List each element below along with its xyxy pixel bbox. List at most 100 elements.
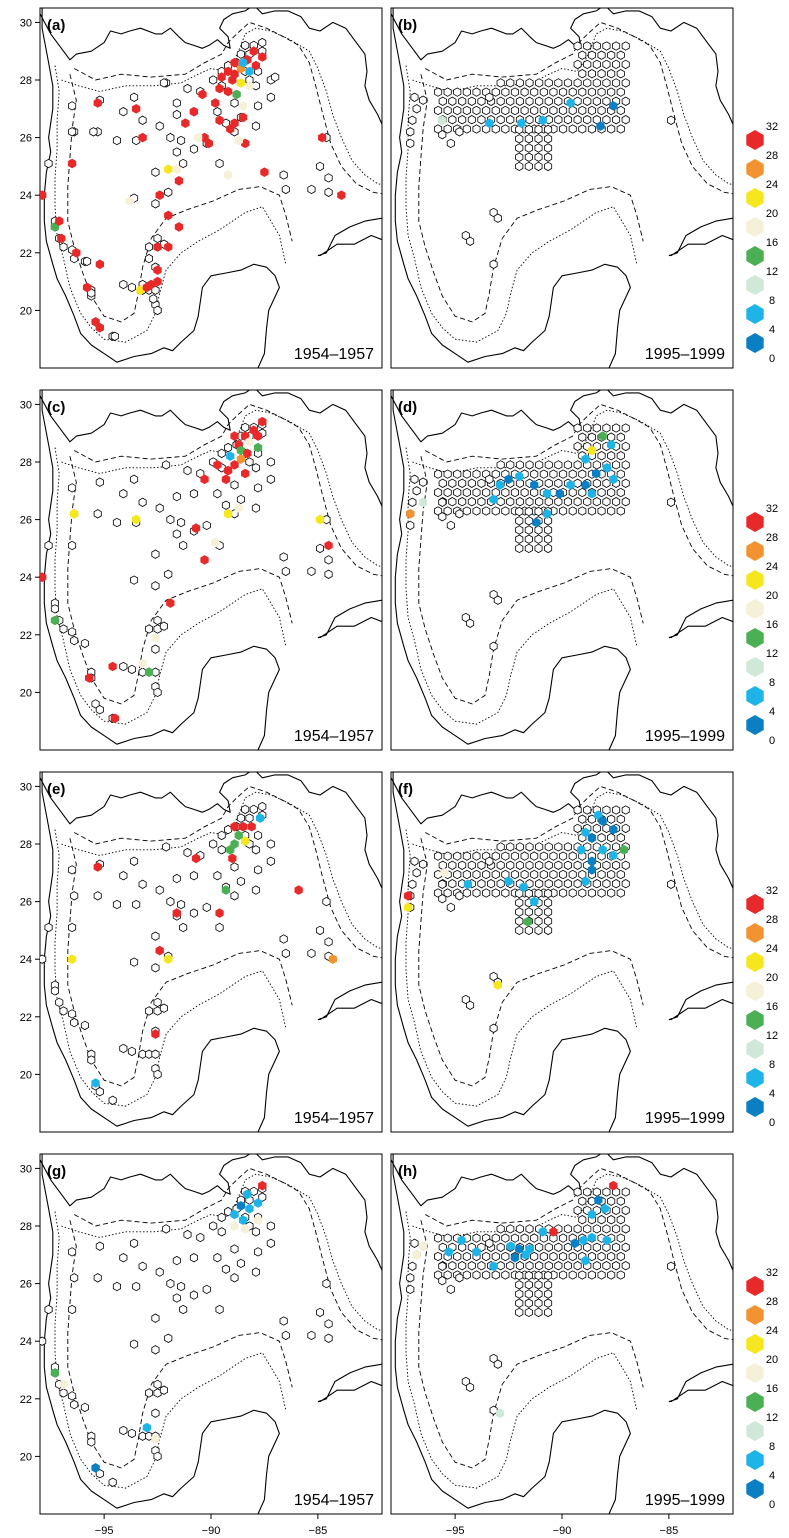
empty-station [153,687,162,698]
empty-station [172,147,181,157]
empty-station [597,487,606,498]
empty-station [515,1270,524,1281]
sampled-station [253,1198,263,1208]
empty-station [544,860,553,870]
empty-station [224,1206,233,1217]
sampled-station [444,1247,453,1257]
empty-station [568,888,577,898]
empty-station [539,869,548,880]
empty-station [183,847,192,858]
empty-station [159,1003,168,1013]
empty-station [568,124,577,134]
empty-station [472,124,481,134]
empty-station [607,50,616,60]
legend-label: 0 [769,1117,775,1129]
empty-station [554,78,563,88]
sampled-station [251,60,260,71]
panel-letter: (g) [47,1163,66,1180]
x-tick-label: −85 [660,1525,679,1537]
sampled-station [243,448,252,459]
empty-station [406,1284,415,1295]
x-tick-label: −90 [553,1525,572,1537]
panel-letter: (h) [398,1163,417,1180]
empty-station [554,842,563,852]
sampled-station [570,1238,579,1249]
empty-station [80,1402,89,1413]
empty-station [67,127,77,137]
empty-station [230,480,239,490]
empty-station [666,1261,676,1271]
empty-station [607,869,616,880]
y-tick-label: 28 [20,1221,32,1233]
empty-station [544,152,553,162]
empty-station [176,899,186,910]
empty-station [592,41,601,51]
empty-station [592,823,601,834]
empty-station [132,1281,141,1292]
empty-station [544,1289,553,1299]
empty-station [153,1069,162,1080]
legend-label: 24 [766,1325,778,1337]
empty-station [535,842,544,852]
empty-station [563,460,573,470]
empty-station [179,1304,188,1315]
empty-station [448,115,457,125]
empty-station [530,851,539,861]
empty-station [587,105,597,116]
sampled-station [215,83,224,94]
sampled-station [258,52,267,62]
empty-station [166,896,175,907]
empty-station [438,478,447,488]
empty-station [587,432,597,442]
empty-station [583,96,592,106]
empty-station [189,908,198,918]
empty-station [544,78,553,88]
empty-station [418,859,428,869]
empty-station [515,497,524,507]
stations [40,801,337,1105]
stations [403,805,676,1033]
empty-station [587,888,597,898]
sampled-station [226,124,235,134]
cuba-coastline [668,981,733,1021]
sampled-station [200,474,209,485]
empty-station [621,1242,630,1252]
empty-station [602,879,611,889]
empty-station [510,487,519,498]
empty-station [583,115,592,125]
empty-station [524,516,533,526]
sampled-station [223,170,233,180]
sampled-station [67,954,77,964]
empty-station [266,856,275,866]
empty-station [408,1261,417,1271]
empty-station [616,87,625,97]
sampled-station [596,121,605,131]
empty-station [563,115,573,125]
empty-station [44,158,53,169]
empty-station [179,922,188,933]
empty-station [611,115,621,125]
empty-station [515,1298,524,1308]
empty-station [130,856,139,866]
sampled-station [72,248,81,258]
y-tick-label: 22 [20,1394,32,1406]
empty-station [153,1379,162,1390]
empty-station [209,75,218,85]
empty-station [491,869,500,880]
empty-station [127,282,136,293]
empty-station [408,879,417,889]
x-tick-label: −90 [202,1525,221,1537]
empty-station [70,1017,79,1028]
empty-station [611,1242,621,1252]
empty-station [616,506,625,516]
empty-station [461,994,470,1005]
sampled-station [457,1235,466,1246]
empty-station [525,497,534,507]
empty-station [130,957,139,967]
empty-station [515,916,524,926]
empty-station [70,891,79,901]
empty-station [616,124,625,134]
empty-station [573,96,582,106]
empty-station [592,96,601,106]
sampled-station [155,945,164,956]
